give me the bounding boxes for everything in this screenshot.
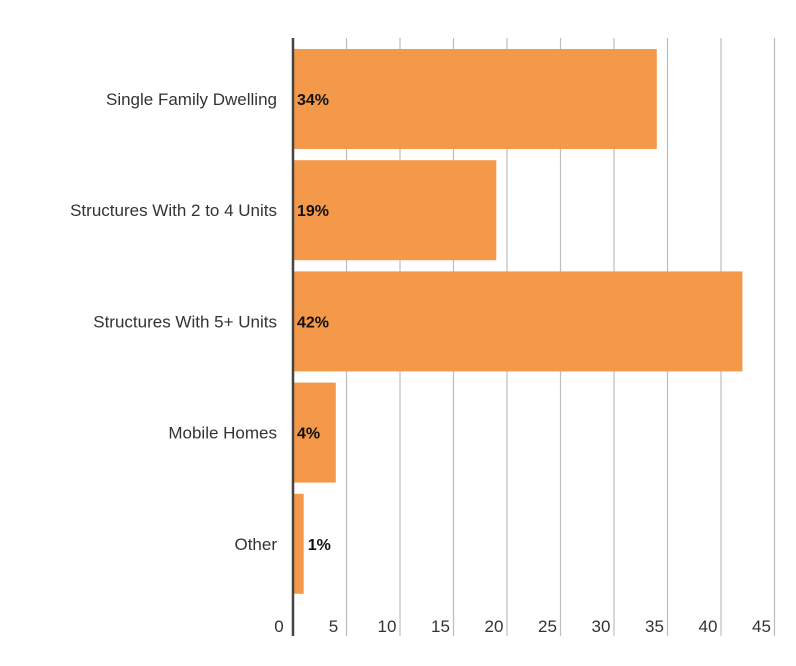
bar <box>293 493 304 594</box>
data-label: 42% <box>297 314 329 331</box>
x-tick-label: 10 <box>378 617 397 636</box>
x-tick-label: 5 <box>329 617 338 636</box>
data-label: 34% <box>297 92 329 109</box>
x-tick-label: 0 <box>274 617 283 636</box>
data-label: 1% <box>308 537 331 554</box>
bars <box>293 49 743 594</box>
bar <box>293 49 657 149</box>
bar <box>293 271 743 372</box>
category-labels: Single Family Dwelling Structures With 2 … <box>70 90 277 554</box>
data-labels: 34% 19% 42% 4% 1% <box>297 92 331 554</box>
x-tick-labels: 0 5 10 15 20 25 30 35 40 45 <box>274 617 771 636</box>
category-label: Single Family Dwelling <box>106 90 277 109</box>
x-tick-label: 40 <box>699 617 718 636</box>
x-tick-label: 25 <box>538 617 557 636</box>
x-tick-label: 35 <box>645 617 664 636</box>
bar <box>293 382 336 483</box>
x-tick-label: 45 <box>752 617 771 636</box>
category-label: Other <box>234 535 277 554</box>
data-label: 19% <box>297 203 329 220</box>
x-tick-label: 30 <box>592 617 611 636</box>
x-tick-label: 15 <box>431 617 450 636</box>
category-label: Structures With 5+ Units <box>93 312 277 331</box>
data-label: 4% <box>297 426 320 443</box>
category-label: Mobile Homes <box>168 424 277 443</box>
category-label: Structures With 2 to 4 Units <box>70 201 277 220</box>
x-tick-label: 20 <box>485 617 504 636</box>
bar <box>293 160 497 261</box>
